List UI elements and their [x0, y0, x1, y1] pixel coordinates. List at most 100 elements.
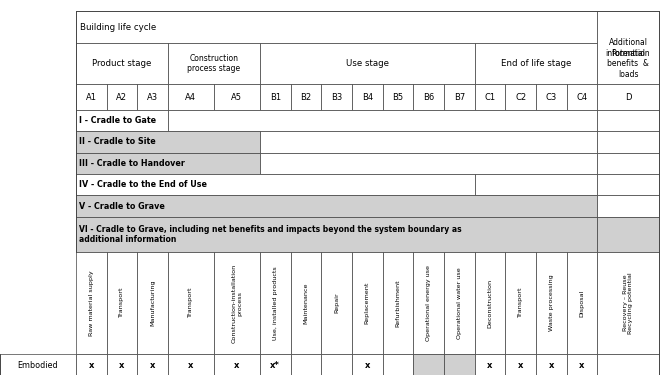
Bar: [76, 217, 597, 252]
Text: x: x: [579, 362, 585, 370]
Bar: [444, 84, 475, 110]
Text: Operational water use: Operational water use: [457, 267, 462, 339]
Text: Additional
information: Additional information: [606, 38, 650, 57]
Bar: [168, 252, 214, 354]
Bar: [475, 174, 597, 195]
Text: x: x: [487, 362, 492, 370]
Bar: [290, 84, 321, 110]
Text: A2: A2: [116, 93, 127, 102]
Text: Use, installed products: Use, installed products: [273, 266, 278, 340]
Bar: [597, 153, 659, 174]
Text: V - Cradle to Grave: V - Cradle to Grave: [79, 202, 165, 211]
Bar: [106, 84, 137, 110]
Bar: [76, 153, 260, 174]
Text: Construction-installation
process: Construction-installation process: [232, 263, 242, 343]
Text: II - Cradle to Site: II - Cradle to Site: [79, 138, 156, 147]
Text: x: x: [188, 362, 193, 370]
Text: D: D: [625, 93, 631, 102]
Text: B1: B1: [270, 93, 281, 102]
Bar: [214, 252, 260, 354]
Bar: [106, 252, 137, 354]
Text: Operational energy use: Operational energy use: [426, 265, 431, 341]
Bar: [76, 354, 106, 375]
Text: x: x: [88, 362, 94, 370]
Bar: [567, 252, 597, 354]
Bar: [137, 84, 168, 110]
Bar: [168, 84, 214, 110]
Text: x: x: [518, 362, 523, 370]
Text: Recovery – Reuse
Recycling potential: Recovery – Reuse Recycling potential: [622, 272, 634, 334]
Text: A1: A1: [86, 93, 97, 102]
Text: Potential
benefits  &
loads: Potential benefits & loads: [607, 49, 649, 79]
Bar: [475, 43, 597, 84]
Bar: [260, 354, 290, 375]
Text: Building life cycle: Building life cycle: [80, 22, 156, 32]
Bar: [352, 354, 383, 375]
Bar: [597, 174, 659, 195]
Bar: [321, 252, 352, 354]
Text: B5: B5: [393, 93, 403, 102]
Text: C2: C2: [515, 93, 526, 102]
Text: x*: x*: [271, 362, 280, 370]
Bar: [76, 11, 597, 43]
Bar: [506, 84, 536, 110]
Text: C3: C3: [546, 93, 557, 102]
Text: Repair: Repair: [334, 292, 339, 314]
Bar: [597, 195, 659, 217]
Text: Deconstruction: Deconstruction: [488, 278, 492, 328]
Bar: [260, 131, 597, 153]
Bar: [475, 354, 506, 375]
Text: IV - Cradle to the End of Use: IV - Cradle to the End of Use: [79, 180, 207, 189]
Bar: [536, 252, 567, 354]
Text: III - Cradle to Handover: III - Cradle to Handover: [79, 159, 185, 168]
Text: A4: A4: [185, 93, 197, 102]
Text: B6: B6: [423, 93, 434, 102]
Text: B2: B2: [300, 93, 312, 102]
Bar: [413, 252, 444, 354]
Text: Transport: Transport: [188, 288, 193, 318]
Text: End of life stage: End of life stage: [501, 59, 571, 68]
Text: B4: B4: [362, 93, 373, 102]
Bar: [76, 131, 260, 153]
Bar: [475, 252, 506, 354]
Bar: [168, 110, 597, 131]
Text: Waste processing: Waste processing: [549, 274, 554, 332]
Bar: [214, 84, 260, 110]
Bar: [0, 354, 76, 375]
Text: Product stage: Product stage: [92, 59, 152, 68]
Bar: [383, 84, 413, 110]
Text: Refurbishment: Refurbishment: [395, 279, 401, 327]
Bar: [536, 84, 567, 110]
Bar: [352, 252, 383, 354]
Bar: [137, 252, 168, 354]
Bar: [506, 354, 536, 375]
Bar: [260, 84, 290, 110]
Text: x: x: [364, 362, 370, 370]
Text: A3: A3: [147, 93, 158, 102]
Text: Transport: Transport: [518, 288, 523, 318]
Bar: [76, 110, 168, 131]
Bar: [214, 354, 260, 375]
Bar: [137, 354, 168, 375]
Text: B7: B7: [453, 93, 465, 102]
Bar: [260, 252, 290, 354]
Text: VI - Cradle to Grave, including net benefits and impacts beyond the system bound: VI - Cradle to Grave, including net bene…: [79, 225, 462, 244]
Bar: [444, 354, 475, 375]
Text: x: x: [119, 362, 125, 370]
Bar: [597, 354, 659, 375]
Bar: [506, 252, 536, 354]
Bar: [260, 43, 475, 84]
Bar: [536, 354, 567, 375]
Text: I - Cradle to Gate: I - Cradle to Gate: [79, 116, 156, 125]
Text: Raw material supply: Raw material supply: [88, 270, 94, 336]
Bar: [352, 84, 383, 110]
Text: x: x: [548, 362, 554, 370]
Bar: [321, 354, 352, 375]
Bar: [383, 354, 413, 375]
Text: Use stage: Use stage: [346, 59, 389, 68]
Text: x: x: [150, 362, 155, 370]
Text: Disposal: Disposal: [579, 290, 585, 316]
Text: Embodied: Embodied: [18, 362, 58, 370]
Bar: [76, 195, 597, 217]
Text: Replacement: Replacement: [365, 282, 370, 324]
